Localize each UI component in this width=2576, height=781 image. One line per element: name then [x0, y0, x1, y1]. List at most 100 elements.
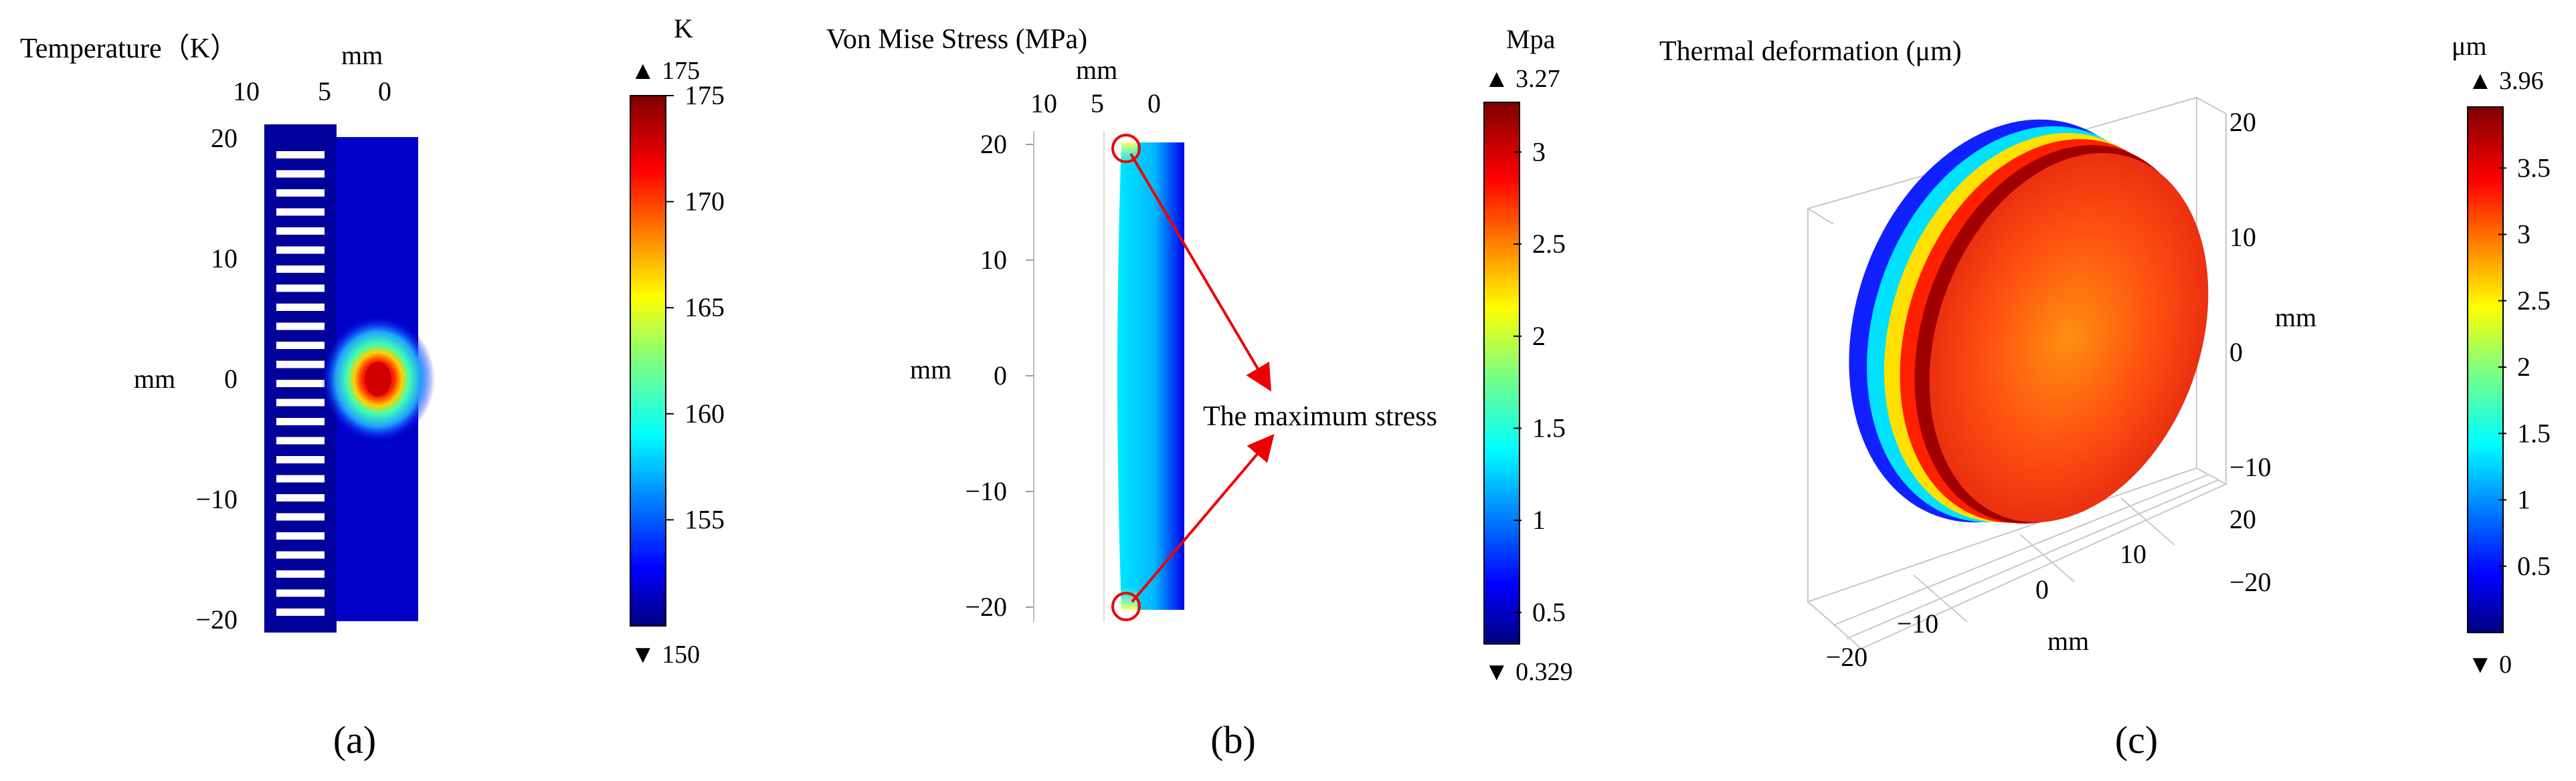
colorbar-tick-label: 1 [2517, 485, 2531, 515]
panel-b-top-axis-label: mm [1076, 55, 1117, 85]
panel-a-fin [276, 399, 325, 407]
colorbar-tick-label: 2 [2517, 352, 2531, 382]
panel-a-fin [276, 456, 325, 463]
panel-b-colorbar-min: ▼ 0.329 [1484, 658, 1573, 686]
panel-c-x-tick: −10 [1897, 608, 1939, 639]
panel-c-title: Thermal deformation (μm) [1659, 36, 1962, 67]
panel-c-x-tick: 0 [2035, 574, 2049, 604]
panel-b-label: (b) [1210, 718, 1256, 762]
panel-b-colorbar-ticks: 3 2.5 2 1.5 1 0.5 [1513, 136, 1566, 627]
colorbar-tick-label: 2 [1532, 321, 1546, 351]
panel-a-fin [276, 513, 325, 521]
panel-a-fin [276, 532, 325, 540]
panel-b-y-label: mm [910, 354, 951, 384]
panel-a-top-tick: 0 [378, 76, 391, 106]
panel-a-fin [276, 380, 325, 387]
panel-a-fin [276, 246, 325, 254]
colorbar-tick-label: 160 [684, 399, 725, 429]
panel-c-x-tick: −20 [1826, 642, 1868, 672]
panel-a-colorbar-unit: K [674, 13, 693, 43]
panel-a-y-label: mm [134, 364, 175, 394]
panel-a-fin [276, 418, 325, 425]
panel-a-y-tick: 20 [211, 123, 238, 153]
panel-b-max-circle-top [1111, 134, 1141, 163]
colorbar-tick-label: 3 [1532, 136, 1546, 166]
panel-a-fin [276, 608, 325, 616]
panel-b-colorbar [1483, 102, 1520, 645]
panel-c-colorbar-unit: μm [2452, 31, 2487, 61]
panel-c-colorbar-ticks: 3.5 3 2.5 2 1.5 1 0.5 [2498, 152, 2551, 581]
panel-b-y-tick: 0 [994, 360, 1007, 390]
colorbar-tick-label: 170 [684, 187, 725, 217]
panel-a-top-tick: 10 [233, 76, 260, 106]
panel-c-disk-face [1929, 152, 2209, 523]
colorbar-tick-label: 3 [2517, 219, 2531, 249]
panel-b-y-tick: 10 [980, 245, 1007, 275]
colorbar-tick-label: 175 [684, 80, 725, 110]
panel-a-y-tick: −20 [195, 604, 238, 635]
colorbar-tick-label: 0.5 [2517, 551, 2551, 581]
panel-b-top-tick: 10 [1030, 88, 1057, 118]
panel-c-z-tick: −20 [2229, 567, 2272, 597]
colorbar-tick-label: 1 [1532, 505, 1546, 535]
colorbar-tick-label: 1.5 [2517, 418, 2551, 448]
panel-a-fin [276, 265, 325, 273]
panel-a-fins [276, 151, 325, 616]
panel-c-z-tick: 20 [2229, 107, 2256, 137]
colorbar-tick-label: 2.5 [1532, 229, 1566, 259]
panel-b-y-ticks: 20 10 0 −10 −20 [965, 129, 1034, 622]
panel-b-colorbar-unit: Mpa [1506, 24, 1556, 54]
panel-b-y-tick: 20 [980, 129, 1007, 159]
panel-b-title: Von Mise Stress (MPa) [826, 24, 1087, 55]
panel-c-x-tick: 20 [2229, 504, 2256, 534]
panel-a-fin [276, 437, 325, 445]
panel-a-y-tick: 10 [211, 243, 238, 273]
panel-c-z-tick: 10 [2229, 222, 2256, 252]
panel-c-colorbar-min: ▼ 0 [2468, 651, 2512, 679]
panel-c: Thermal deformation (μm) mm 20100−10−20 … [1659, 31, 2551, 762]
panel-a-fin [276, 322, 325, 330]
colorbar-tick-label: 0.5 [1532, 597, 1566, 627]
colorbar-tick-label: 3.5 [2517, 152, 2551, 183]
panel-a-fin [276, 304, 325, 311]
panel-b-edge-glow [1117, 142, 1137, 610]
panel-a-fin [276, 151, 325, 158]
panel-c-z-ticks: 20 10 0 −10 −20 [2229, 107, 2272, 597]
panel-a-y-ticks: 20 10 0 −10 −20 [195, 123, 238, 635]
colorbar-tick-label: 165 [684, 292, 725, 322]
panel-b-top-ticks: 10 5 0 [1030, 88, 1161, 118]
panel-c-z-tick: 0 [2229, 337, 2243, 367]
panel-a-fin [276, 589, 325, 597]
panel-a-title: Temperature（K） [20, 33, 238, 64]
panel-a-fin [276, 189, 325, 197]
panel-a-fin [276, 475, 325, 483]
panel-b-max-circle-bottom [1111, 592, 1141, 621]
panel-a-fin [276, 551, 325, 559]
panel-a-top-tick: 5 [318, 76, 331, 106]
panel-a-fin [276, 360, 325, 368]
panel-a-top-ticks: 10 5 0 [233, 76, 391, 106]
panel-b-colorbar-max: ▲ 3.27 [1484, 65, 1560, 93]
panel-b-arrow-bottom [1131, 433, 1275, 603]
panel-c-x-ticks: −20 −10 0 10 20 [1826, 504, 2256, 672]
panel-a-colorbar-ticks: 175 170 165 160 155 [666, 80, 725, 534]
colorbar-tick-label: 1.5 [1532, 413, 1566, 443]
panel-a-y-tick: 0 [224, 364, 238, 394]
panel-a-fin [276, 284, 325, 292]
panel-b-y-tick: −10 [965, 476, 1007, 506]
panel-a-label: (a) [333, 718, 376, 762]
panel-b-top-tick: 5 [1091, 88, 1104, 118]
panel-c-x-tick: 10 [2120, 539, 2146, 569]
panel-c-z-tick: −10 [2229, 452, 2272, 482]
panel-c-x-label: mm [2047, 626, 2089, 656]
panel-c-z-label: mm [2275, 302, 2316, 332]
panel-a-top-axis-label: mm [341, 40, 383, 70]
panel-a-fin [276, 208, 325, 216]
panel-b-arrow-top [1129, 152, 1272, 392]
panel-c-colorbar [2467, 106, 2504, 633]
panel-b-y-tick: −20 [965, 592, 1007, 622]
panel-a-hotspot-core [365, 362, 391, 397]
panel-a-fin [276, 570, 325, 578]
